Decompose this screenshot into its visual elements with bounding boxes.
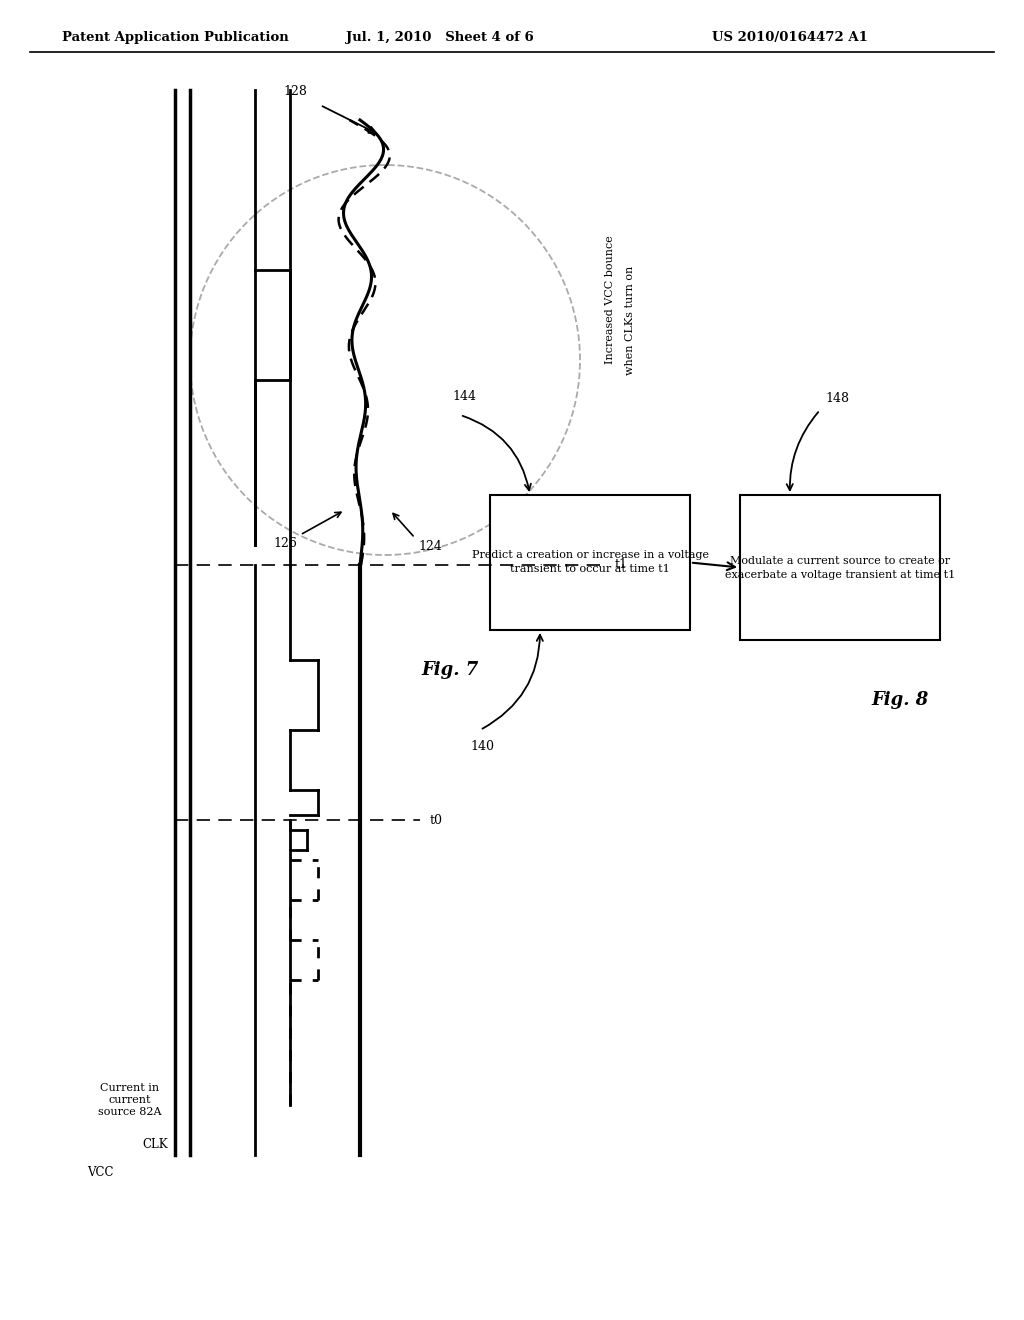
Text: Modulate a current source to create or
exacerbate a voltage transient at time t1: Modulate a current source to create or e… — [725, 556, 955, 579]
Text: 140: 140 — [470, 741, 494, 752]
Text: Increased VCC bounce: Increased VCC bounce — [605, 236, 615, 364]
Text: Current in
current
source 82A: Current in current source 82A — [98, 1082, 162, 1118]
Polygon shape — [490, 495, 690, 630]
Text: when CLKs turn on: when CLKs turn on — [625, 265, 635, 375]
Text: Fig. 7: Fig. 7 — [421, 661, 478, 678]
Text: 124: 124 — [418, 540, 442, 553]
Text: 126: 126 — [273, 537, 297, 550]
Text: t1: t1 — [615, 558, 628, 572]
Text: VCC: VCC — [87, 1166, 114, 1179]
Text: Fig. 8: Fig. 8 — [871, 690, 929, 709]
Text: CLK: CLK — [142, 1138, 168, 1151]
Text: US 2010/0164472 A1: US 2010/0164472 A1 — [712, 30, 868, 44]
Text: Patent Application Publication: Patent Application Publication — [61, 30, 289, 44]
Text: 128: 128 — [283, 84, 307, 98]
Text: Jul. 1, 2010   Sheet 4 of 6: Jul. 1, 2010 Sheet 4 of 6 — [346, 30, 534, 44]
Polygon shape — [740, 495, 940, 640]
Text: 148: 148 — [825, 392, 849, 405]
Text: Predict a creation or increase in a voltage
transient to occur at time t1: Predict a creation or increase in a volt… — [471, 550, 709, 574]
Text: t0: t0 — [430, 813, 443, 826]
Text: 144: 144 — [452, 389, 476, 403]
